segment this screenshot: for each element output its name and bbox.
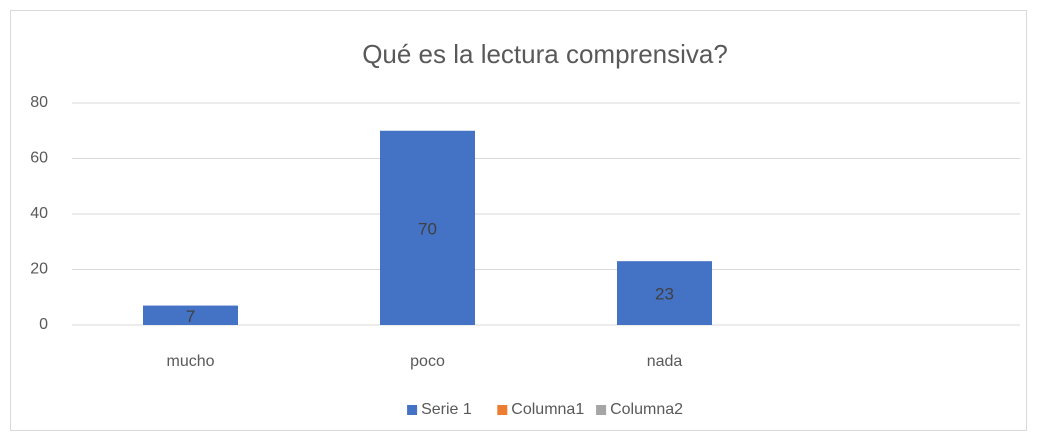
legend-swatch (497, 405, 508, 415)
x-tick-label: poco (410, 353, 445, 370)
legend-swatch (596, 405, 607, 415)
legend-label: Serie 1 (421, 401, 472, 418)
y-tick-label: 80 (30, 94, 48, 111)
y-tick-label: 40 (30, 205, 48, 222)
data-label: 7 (186, 307, 195, 326)
x-tick-label: mucho (166, 353, 214, 370)
y-tick-label: 60 (30, 150, 48, 167)
legend-label: Columna1 (511, 401, 584, 418)
y-tick-label: 20 (30, 261, 48, 278)
chart-title: Qué es la lectura comprensiva? (362, 39, 728, 69)
bar (617, 261, 712, 325)
y-tick-label: 0 (39, 316, 48, 333)
chart-border (10, 10, 1027, 431)
legend-swatch (407, 405, 418, 415)
data-label: 70 (418, 219, 437, 238)
x-tick-label: nada (647, 353, 683, 370)
bar (380, 130, 475, 325)
legend-label: Columna2 (610, 401, 683, 418)
data-label: 23 (655, 285, 674, 304)
bar (143, 305, 238, 325)
